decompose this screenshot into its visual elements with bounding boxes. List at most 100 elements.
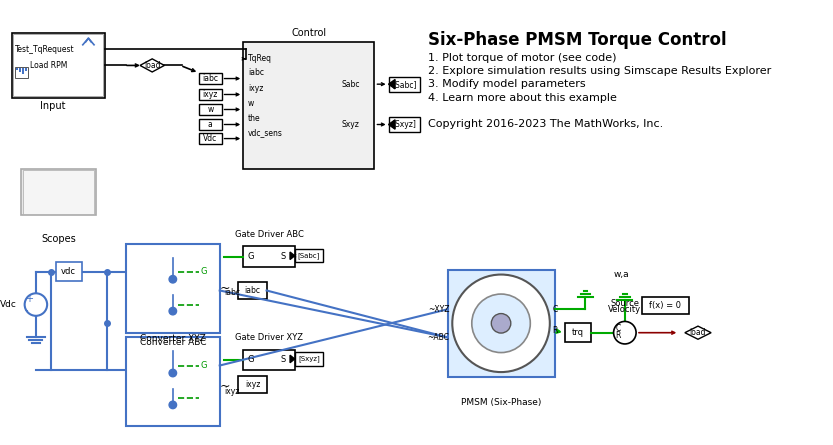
FancyBboxPatch shape bbox=[388, 117, 421, 132]
Text: Scopes: Scopes bbox=[41, 234, 76, 244]
Text: Input: Input bbox=[40, 101, 66, 111]
Circle shape bbox=[471, 294, 531, 352]
Text: load: load bbox=[144, 61, 161, 70]
FancyBboxPatch shape bbox=[19, 68, 21, 72]
Text: iabc: iabc bbox=[202, 74, 218, 83]
FancyBboxPatch shape bbox=[56, 263, 82, 281]
FancyBboxPatch shape bbox=[243, 350, 295, 370]
Text: 3. Modify model parameters: 3. Modify model parameters bbox=[428, 80, 586, 89]
Text: ~ABC: ~ABC bbox=[427, 333, 450, 342]
Polygon shape bbox=[290, 252, 295, 259]
FancyBboxPatch shape bbox=[295, 249, 323, 263]
Text: TqReq: TqReq bbox=[248, 54, 272, 63]
Text: ~XYZ: ~XYZ bbox=[428, 305, 450, 314]
Text: [Sabc]: [Sabc] bbox=[392, 80, 416, 89]
Text: load: load bbox=[690, 328, 706, 337]
Circle shape bbox=[614, 321, 636, 344]
Text: iabc: iabc bbox=[224, 288, 241, 297]
Text: Vdc: Vdc bbox=[203, 134, 217, 143]
Text: w: w bbox=[207, 105, 213, 114]
FancyBboxPatch shape bbox=[565, 324, 591, 342]
Text: PMSM (Six-Phase): PMSM (Six-Phase) bbox=[461, 398, 541, 407]
Text: Sxyz: Sxyz bbox=[342, 120, 360, 129]
Text: R: R bbox=[552, 326, 558, 336]
Text: G: G bbox=[201, 361, 207, 370]
Text: iabc: iabc bbox=[245, 286, 261, 295]
Circle shape bbox=[169, 401, 177, 409]
Text: Sabc: Sabc bbox=[342, 80, 360, 89]
FancyBboxPatch shape bbox=[22, 170, 94, 214]
Text: Test_TqRequest: Test_TqRequest bbox=[15, 45, 75, 54]
FancyBboxPatch shape bbox=[15, 67, 28, 77]
Text: [Sxyz]: [Sxyz] bbox=[298, 356, 320, 362]
Text: G: G bbox=[248, 356, 254, 364]
FancyBboxPatch shape bbox=[126, 337, 220, 426]
Text: a: a bbox=[208, 120, 212, 129]
Text: Load RPM: Load RPM bbox=[30, 61, 67, 70]
Text: Copyright 2016-2023 The MathWorks, Inc.: Copyright 2016-2023 The MathWorks, Inc. bbox=[428, 119, 663, 129]
Text: w,a: w,a bbox=[613, 270, 629, 279]
Text: G: G bbox=[201, 267, 207, 276]
Text: C: C bbox=[616, 324, 621, 332]
FancyBboxPatch shape bbox=[243, 42, 375, 169]
FancyBboxPatch shape bbox=[388, 77, 421, 92]
FancyBboxPatch shape bbox=[16, 68, 18, 70]
Text: 1. Plot torque of motor (see code): 1. Plot torque of motor (see code) bbox=[428, 53, 616, 63]
Text: Source: Source bbox=[611, 299, 640, 308]
Polygon shape bbox=[388, 120, 395, 129]
Text: S: S bbox=[281, 356, 286, 364]
Circle shape bbox=[169, 275, 177, 283]
FancyBboxPatch shape bbox=[243, 247, 295, 267]
FancyBboxPatch shape bbox=[199, 133, 222, 144]
Text: vdc_sens: vdc_sens bbox=[248, 129, 282, 138]
FancyBboxPatch shape bbox=[238, 376, 267, 392]
Text: G: G bbox=[248, 252, 254, 261]
Text: ixyz: ixyz bbox=[224, 387, 240, 396]
Text: 4. Learn more about this example: 4. Learn more about this example bbox=[428, 93, 616, 103]
Polygon shape bbox=[290, 355, 295, 363]
Text: iabc: iabc bbox=[248, 69, 264, 77]
FancyBboxPatch shape bbox=[295, 352, 323, 365]
Polygon shape bbox=[140, 59, 164, 72]
FancyBboxPatch shape bbox=[199, 119, 222, 130]
Text: Converter XYZ: Converter XYZ bbox=[140, 334, 206, 343]
FancyBboxPatch shape bbox=[447, 270, 555, 377]
Text: C: C bbox=[552, 305, 558, 314]
FancyBboxPatch shape bbox=[22, 68, 23, 74]
Circle shape bbox=[452, 275, 550, 372]
Text: ixyz: ixyz bbox=[248, 85, 263, 93]
Polygon shape bbox=[685, 326, 711, 339]
FancyBboxPatch shape bbox=[25, 68, 27, 71]
FancyBboxPatch shape bbox=[13, 34, 103, 97]
FancyBboxPatch shape bbox=[199, 73, 222, 84]
Polygon shape bbox=[388, 80, 395, 89]
Text: Gate Driver XYZ: Gate Driver XYZ bbox=[236, 333, 303, 342]
FancyBboxPatch shape bbox=[126, 243, 220, 333]
Text: Velocity: Velocity bbox=[608, 305, 641, 314]
Text: [Sabc]: [Sabc] bbox=[297, 252, 320, 259]
Circle shape bbox=[25, 293, 47, 316]
Text: f(x) = 0: f(x) = 0 bbox=[649, 301, 681, 310]
Text: trq: trq bbox=[572, 328, 584, 337]
Circle shape bbox=[491, 314, 511, 333]
Text: ixyz: ixyz bbox=[245, 380, 260, 389]
Text: 2. Explore simulation results using Simscape Results Explorer: 2. Explore simulation results using Sims… bbox=[428, 66, 771, 77]
Text: Control: Control bbox=[292, 28, 327, 38]
Text: Six-Phase PMSM Torque Control: Six-Phase PMSM Torque Control bbox=[428, 31, 726, 49]
Text: ixyz: ixyz bbox=[202, 90, 218, 99]
Text: Gate Driver ABC: Gate Driver ABC bbox=[235, 230, 304, 239]
Text: ~: ~ bbox=[220, 380, 230, 393]
Text: S: S bbox=[281, 252, 286, 261]
Circle shape bbox=[169, 307, 177, 315]
Text: ~: ~ bbox=[220, 282, 230, 295]
Text: R: R bbox=[616, 331, 621, 340]
Text: vdc: vdc bbox=[61, 267, 77, 276]
FancyBboxPatch shape bbox=[641, 297, 689, 314]
FancyBboxPatch shape bbox=[238, 282, 267, 299]
FancyBboxPatch shape bbox=[21, 169, 96, 215]
FancyBboxPatch shape bbox=[199, 104, 222, 115]
Text: Converter ABC: Converter ABC bbox=[140, 338, 206, 347]
Text: -: - bbox=[25, 305, 28, 315]
Text: the: the bbox=[248, 114, 261, 123]
Text: +: + bbox=[25, 294, 32, 304]
